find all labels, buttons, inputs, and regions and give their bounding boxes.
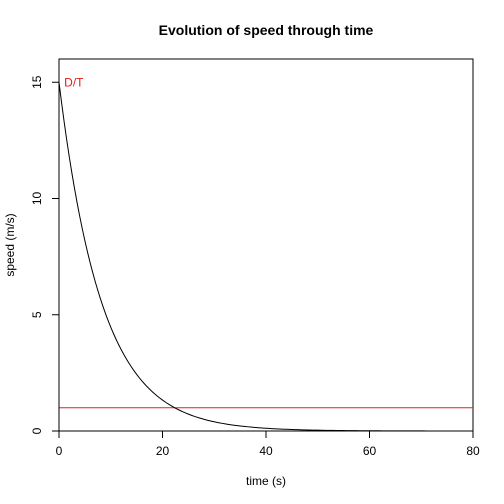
series-group (58, 82, 473, 432)
dt-annotation: D/T (64, 75, 84, 89)
y-axis: 0 5 10 15 (30, 75, 59, 434)
plot-area: 0 20 40 60 80 0 5 10 15 D/T (30, 58, 480, 458)
x-tick-label: 80 (466, 444, 480, 458)
x-tick-label: 20 (156, 444, 170, 458)
y-tick-label: 0 (30, 427, 44, 434)
y-tick-label: 15 (30, 75, 44, 89)
x-tick-label: 0 (56, 444, 63, 458)
x-axis: 0 20 40 60 80 (56, 431, 480, 458)
y-axis-label: speed (m/s) (3, 213, 17, 276)
y-tick-label: 5 (30, 311, 44, 318)
y-tick-label: 10 (30, 192, 44, 206)
x-tick-label: 60 (363, 444, 377, 458)
plot-frame (58, 58, 474, 432)
x-tick-label: 40 (259, 444, 273, 458)
annotations: D/T (64, 75, 84, 89)
speed-series-line (58, 82, 473, 432)
x-axis-label: time (s) (246, 474, 286, 488)
chart-title: Evolution of speed through time (159, 22, 374, 38)
